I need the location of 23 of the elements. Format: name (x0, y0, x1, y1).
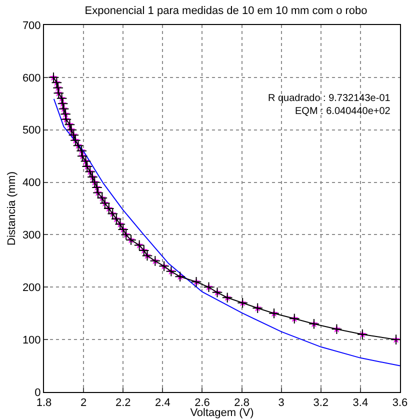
annotation: EQM : 6.040440e+02 (295, 106, 391, 117)
x-tick-label: 1.8 (36, 397, 52, 410)
y-tick-label: 600 (22, 72, 41, 84)
x-tick-label: 2.2 (115, 397, 131, 410)
x-tick-label: 2.8 (234, 397, 250, 410)
x-tick-label: 3.2 (313, 397, 329, 410)
x-tick-label: 3.4 (352, 397, 368, 410)
y-tick-label: 100 (22, 334, 41, 346)
y-tick-label: 0 (34, 386, 41, 399)
y-tick-label: 300 (22, 230, 41, 242)
x-axis-title: Voltagem (V) (190, 407, 254, 419)
x-tick-label: 2.6 (194, 397, 210, 410)
x-tick-label: 3 (278, 397, 284, 410)
y-tick-label: 400 (22, 177, 41, 190)
y-tick-label: 200 (22, 282, 41, 294)
x-tick-label: 3.6 (392, 397, 408, 410)
x-tick-label: 2 (80, 397, 87, 410)
y-axis-title: Distancia (mm) (6, 172, 18, 246)
y-tick-label: 700 (22, 20, 41, 32)
chart-title: Exponencial 1 para medidas de 10 em 10 mm com o robo (84, 4, 368, 17)
annotation: R quadrado : 9.732143e-01 (268, 93, 391, 104)
x-tick-label: 2.4 (155, 397, 170, 410)
y-tick-label: 500 (22, 124, 41, 137)
